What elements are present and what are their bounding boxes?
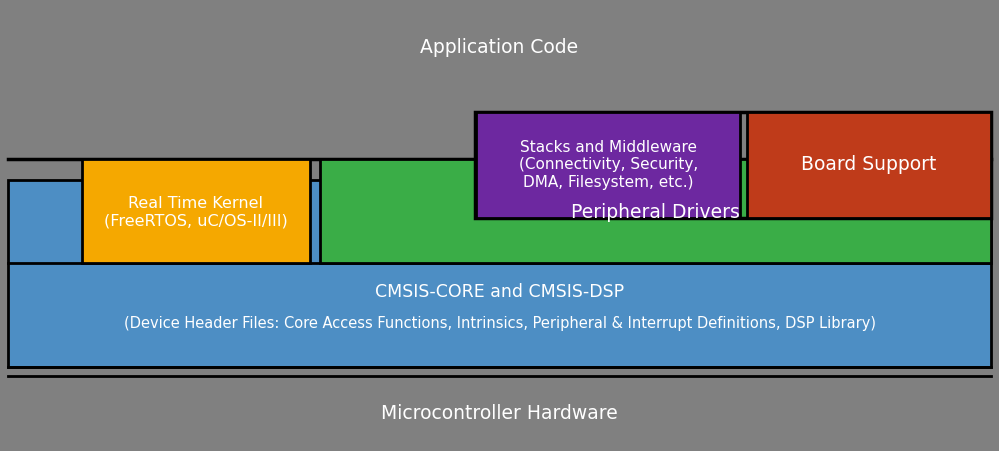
Text: Board Support: Board Support bbox=[801, 155, 937, 174]
Bar bbox=[8, 180, 991, 368]
Bar bbox=[747, 113, 991, 218]
Text: Stacks and Middleware
(Connectivity, Security,
DMA, Filesystem, etc.): Stacks and Middleware (Connectivity, Sec… bbox=[518, 140, 698, 189]
Text: Application Code: Application Code bbox=[421, 38, 578, 57]
Text: Real Time Kernel
(FreeRTOS, uC/OS-II/III): Real Time Kernel (FreeRTOS, uC/OS-II/III… bbox=[104, 196, 288, 228]
Text: (Device Header Files: Core Access Functions, Intrinsics, Peripheral & Interrupt : (Device Header Files: Core Access Functi… bbox=[124, 315, 875, 330]
Bar bbox=[475, 113, 991, 219]
Text: CMSIS-CORE and CMSIS-DSP: CMSIS-CORE and CMSIS-DSP bbox=[375, 282, 624, 300]
Bar bbox=[320, 160, 991, 264]
Text: Microcontroller Hardware: Microcontroller Hardware bbox=[382, 403, 617, 422]
Bar bbox=[476, 113, 740, 218]
Text: Peripheral Drivers: Peripheral Drivers bbox=[570, 202, 740, 221]
Bar bbox=[82, 160, 310, 264]
